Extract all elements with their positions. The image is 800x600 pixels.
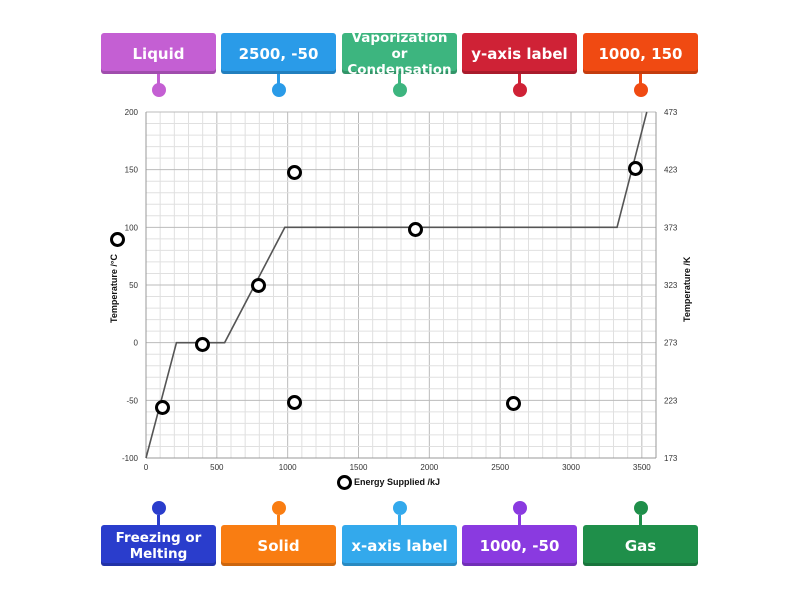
drop-target[interactable] (155, 400, 170, 415)
y-tick-label: 50 (129, 281, 138, 290)
top-label-button[interactable]: y-axis label (462, 33, 577, 74)
bottom-label-button[interactable]: Freezing or Melting (101, 525, 216, 566)
bottom-label-button[interactable]: 1000, -50 (462, 525, 577, 566)
x-tick-label: 3000 (562, 463, 580, 472)
drop-target[interactable] (251, 278, 266, 293)
drop-target[interactable] (110, 232, 125, 247)
x-tick-label: 2000 (420, 463, 438, 472)
connector-pin-icon (272, 501, 286, 515)
x-axis-label: Energy Supplied /kJ (354, 477, 440, 487)
connector-pin-icon (513, 501, 527, 515)
connector-pin-icon (393, 83, 407, 97)
y-axis-label: Temperature /°C (109, 254, 119, 323)
y-tick-label: 100 (125, 223, 139, 232)
bottom-label-button[interactable]: Solid (221, 525, 336, 566)
x-tick-label: 2500 (491, 463, 509, 472)
connector-stem (518, 515, 521, 525)
drop-target[interactable] (408, 222, 423, 237)
x-tick-label: 1000 (279, 463, 297, 472)
y-tick-label: 150 (125, 166, 139, 175)
connector-pin-icon (152, 501, 166, 515)
y2-tick-label: 173 (664, 454, 678, 463)
connector-stem (518, 74, 521, 84)
connector-pin-icon (634, 83, 648, 97)
y-tick-label: 0 (134, 339, 139, 348)
connector-stem (398, 515, 401, 525)
y2-tick-label: 473 (664, 108, 678, 117)
drop-target[interactable] (628, 161, 643, 176)
drop-target[interactable] (506, 396, 521, 411)
x-tick-label: 0 (144, 463, 149, 472)
drop-target[interactable] (195, 337, 210, 352)
y2-tick-label: 223 (664, 396, 678, 405)
y2-tick-label: 323 (664, 281, 678, 290)
x-tick-label: 500 (210, 463, 224, 472)
connector-pin-icon (634, 501, 648, 515)
drop-target[interactable] (337, 475, 352, 490)
bottom-label-button[interactable]: x-axis label (342, 525, 457, 566)
top-label-button[interactable]: 1000, 150 (583, 33, 698, 74)
connector-stem (157, 74, 160, 84)
connector-stem (277, 74, 280, 84)
top-label-button[interactable]: Vaporization or Condensation (342, 30, 457, 78)
connector-pin-icon (513, 83, 527, 97)
grid (145, 111, 657, 459)
y2-axis-label: Temperature /K (682, 256, 692, 322)
y2-tick-label: 423 (664, 166, 678, 175)
connector-stem (398, 74, 401, 84)
connector-pin-icon (152, 83, 166, 97)
top-label-button[interactable]: 2500, -50 (221, 33, 336, 74)
drop-target[interactable] (287, 165, 302, 180)
drop-target[interactable] (287, 395, 302, 410)
connector-stem (639, 74, 642, 84)
bottom-label-button[interactable]: Gas (583, 525, 698, 566)
x-tick-label: 1500 (350, 463, 368, 472)
y2-tick-label: 373 (664, 223, 678, 232)
top-label-button[interactable]: Liquid (101, 33, 216, 74)
x-tick-label: 3500 (633, 463, 651, 472)
connector-pin-icon (393, 501, 407, 515)
connector-stem (157, 515, 160, 525)
y-tick-label: -50 (126, 396, 138, 405)
y-tick-label: 200 (125, 108, 139, 117)
connector-stem (277, 515, 280, 525)
y-tick-label: -100 (122, 454, 139, 463)
connector-pin-icon (272, 83, 286, 97)
y2-tick-label: 273 (664, 339, 678, 348)
connector-stem (639, 515, 642, 525)
